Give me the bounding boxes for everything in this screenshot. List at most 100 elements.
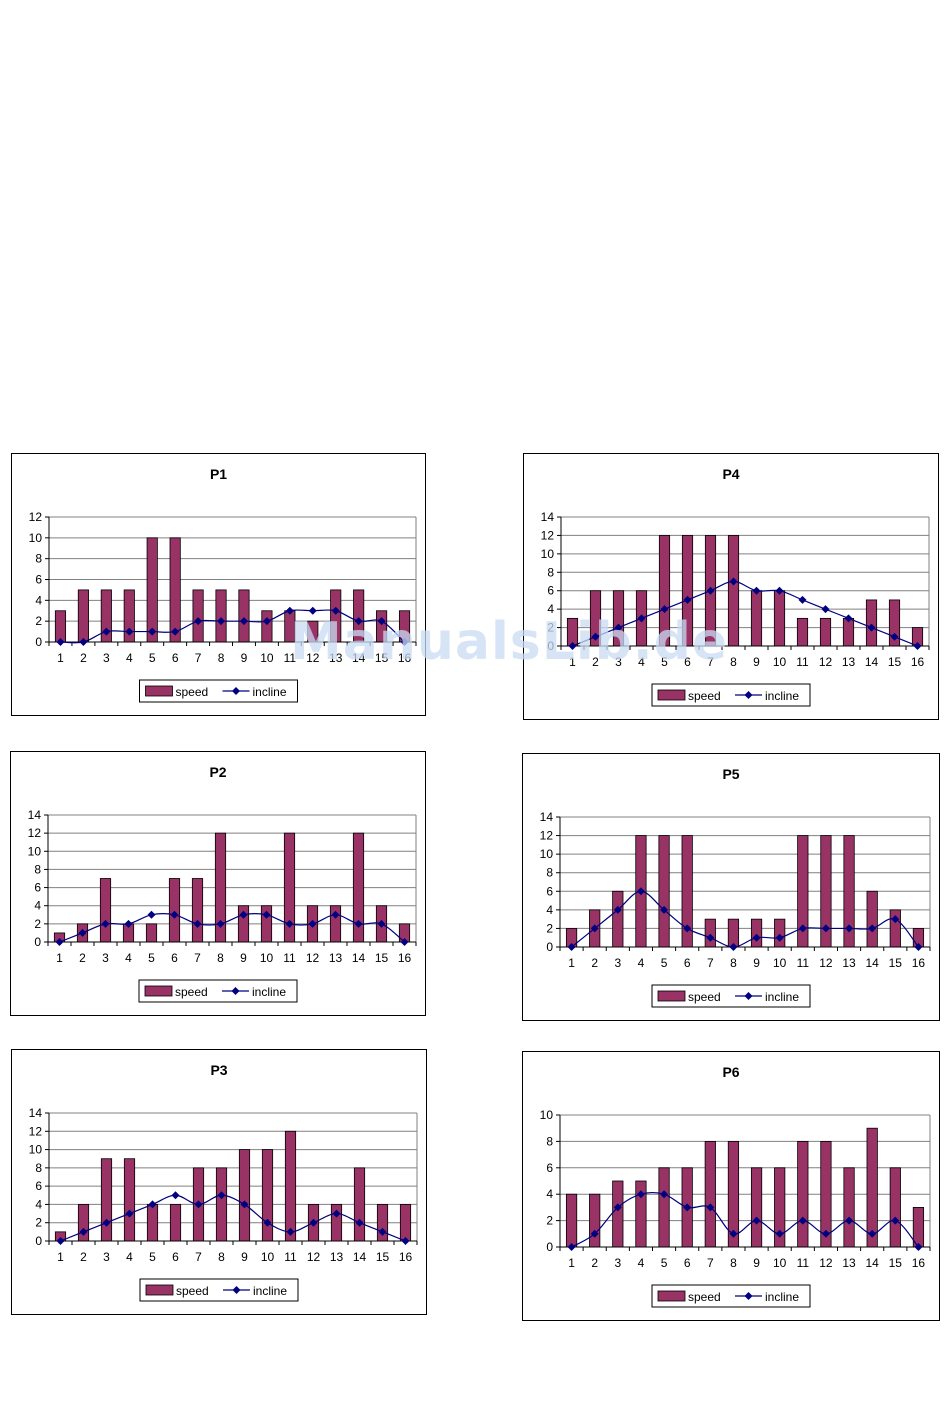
x-tick-label: 10 <box>773 655 787 669</box>
x-tick-label: 5 <box>149 1250 156 1264</box>
x-tick-label: 5 <box>148 951 155 965</box>
legend-incline-marker <box>232 687 240 695</box>
x-tick-label: 13 <box>329 951 343 965</box>
incline-point <box>683 595 692 604</box>
y-tick-label: 8 <box>546 866 553 880</box>
speed-bar <box>238 589 250 643</box>
x-tick-label: 4 <box>638 655 645 669</box>
incline-point <box>285 919 294 928</box>
legend-speed-label: speed <box>688 1290 721 1304</box>
legend-speed-label: speed <box>176 1284 209 1298</box>
speed-bar <box>238 1149 251 1242</box>
y-tick-label: 8 <box>34 862 41 876</box>
incline-point <box>239 910 248 919</box>
y-tick-label: 6 <box>546 884 553 898</box>
incline-point <box>636 1190 645 1199</box>
incline-point <box>798 595 807 604</box>
x-tick-label: 16 <box>912 956 926 970</box>
x-tick-label: 1 <box>56 951 63 965</box>
x-tick-label: 8 <box>218 651 225 665</box>
y-tick-label: 6 <box>34 881 41 895</box>
incline-point <box>752 1216 761 1225</box>
incline-point <box>331 910 340 919</box>
incline-point <box>78 928 87 937</box>
x-tick-label: 15 <box>375 951 389 965</box>
incline-line <box>571 1191 919 1248</box>
incline-point <box>171 627 180 636</box>
y-tick-label: 0 <box>35 635 42 649</box>
incline-point <box>868 924 877 933</box>
speed-bar <box>566 617 579 647</box>
speed-bar <box>658 1167 670 1248</box>
x-tick-label: 15 <box>375 651 389 665</box>
x-tick-label: 12 <box>819 956 833 970</box>
incline-point <box>378 1227 387 1236</box>
incline-point <box>148 627 157 636</box>
y-tick-label: 8 <box>35 1161 42 1175</box>
x-tick-label: 15 <box>889 1256 903 1270</box>
speed-bar <box>215 589 227 643</box>
x-tick-label: 11 <box>284 651 297 665</box>
incline-point <box>262 910 271 919</box>
incline-point <box>844 614 853 623</box>
y-tick-label: 6 <box>35 573 42 587</box>
legend-speed-label: speed <box>176 685 209 699</box>
x-tick-label: 3 <box>103 651 110 665</box>
x-tick-label: 6 <box>684 956 691 970</box>
incline-point <box>102 627 111 636</box>
x-tick-label: 12 <box>819 1256 833 1270</box>
legend-box <box>651 984 811 1008</box>
incline-point <box>56 1237 65 1245</box>
incline-point <box>798 924 807 933</box>
speed-bar <box>865 599 878 647</box>
speed-bar <box>866 1127 878 1248</box>
speed-bar <box>612 1180 624 1248</box>
incline-point <box>354 617 363 626</box>
x-tick-label: 4 <box>125 951 132 965</box>
x-tick-label: 10 <box>261 1250 275 1264</box>
x-tick-label: 7 <box>195 651 202 665</box>
x-tick-label: 10 <box>773 956 787 970</box>
speed-bar <box>658 535 671 647</box>
speed-bar <box>330 589 342 643</box>
incline-point <box>285 606 294 615</box>
x-tick-label: 2 <box>591 956 598 970</box>
x-tick-label: 2 <box>591 1256 598 1270</box>
incline-point <box>590 924 599 933</box>
y-tick-label: 12 <box>540 829 554 843</box>
x-tick-label: 9 <box>241 1250 248 1264</box>
x-tick-label: 9 <box>240 951 247 965</box>
legend-box <box>138 979 298 1003</box>
x-tick-label: 7 <box>195 1250 202 1264</box>
y-tick-label: 10 <box>540 847 554 861</box>
y-tick-label: 14 <box>540 810 554 824</box>
y-tick-label: 6 <box>546 1161 553 1175</box>
x-tick-label: 14 <box>353 1250 367 1264</box>
speed-bar <box>612 890 624 948</box>
speed-bar <box>191 878 204 943</box>
x-tick-label: 12 <box>307 1250 321 1264</box>
y-tick-label: 14 <box>29 1106 43 1120</box>
x-tick-label: 11 <box>796 655 809 669</box>
y-tick-label: 0 <box>35 1234 42 1248</box>
incline-point <box>262 617 271 626</box>
speed-bar <box>146 1204 159 1242</box>
x-tick-label: 6 <box>171 951 178 965</box>
speed-bar <box>565 1193 578 1248</box>
incline-point <box>148 1200 157 1209</box>
x-tick-label: 8 <box>217 951 224 965</box>
y-tick-label: 2 <box>546 1214 553 1228</box>
incline-point <box>914 1243 923 1251</box>
speed-bar <box>99 878 112 943</box>
incline-point <box>147 910 156 919</box>
incline-point <box>891 1216 900 1225</box>
incline-point <box>706 586 715 595</box>
incline-point <box>331 606 340 615</box>
legend-incline-label: incline <box>765 990 799 1004</box>
legend-incline-label: incline <box>252 985 286 999</box>
incline-point <box>171 1191 180 1200</box>
speed-bar <box>192 589 204 643</box>
incline-point <box>308 919 317 928</box>
incline-point <box>637 614 646 623</box>
incline-point <box>240 1200 249 1209</box>
